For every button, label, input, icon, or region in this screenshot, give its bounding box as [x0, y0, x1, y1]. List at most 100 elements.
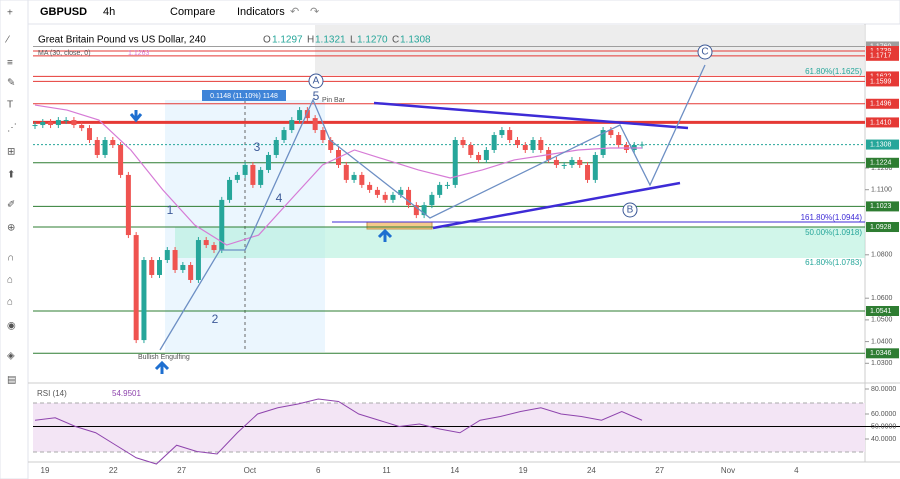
wave-label: A: [313, 76, 320, 87]
candle: [507, 130, 513, 141]
candle: [149, 260, 155, 275]
candle: [297, 110, 303, 121]
cursor-tool[interactable]: +: [7, 8, 13, 19]
pattern-tool[interactable]: ⋰: [7, 123, 17, 134]
symbol[interactable]: GBPUSD: [40, 6, 87, 18]
rsi-legend: RSI (14): [37, 389, 67, 398]
price-label: 1.1599: [870, 78, 892, 85]
lock-all-tool[interactable]: ⌂: [7, 297, 13, 308]
demand-box: [366, 221, 433, 230]
candle: [250, 164, 256, 185]
price-label-box: [866, 222, 899, 233]
y-tick-label: 1.0300: [871, 360, 893, 367]
fib-label: 50.00%(1.0918): [805, 228, 862, 237]
candle: [491, 135, 497, 150]
candle: [258, 169, 264, 185]
candle: [312, 118, 318, 131]
candle: [390, 194, 396, 200]
candle: [86, 128, 92, 141]
price-label-box: [866, 157, 899, 168]
candle: [289, 120, 295, 131]
candle: [63, 120, 69, 122]
wave-label: 4: [276, 191, 283, 205]
candle: [374, 189, 380, 195]
candle: [530, 140, 536, 150]
rsi-tick-label: 50.0000: [871, 423, 896, 430]
magnet-tool[interactable]: ∩: [7, 253, 14, 264]
ohlc-label: H: [307, 35, 314, 46]
rsi-band: [33, 403, 865, 452]
candle: [227, 179, 233, 200]
rsi-tick-label: 80.0000: [871, 386, 896, 393]
ma-value: 1.1263: [128, 50, 150, 57]
price-label-box: [866, 201, 899, 212]
wave-label: 1: [167, 203, 174, 217]
price-label-box: [866, 50, 899, 61]
candle: [79, 125, 85, 129]
candle: [265, 154, 271, 170]
date-label: 6: [316, 466, 321, 475]
candle: [40, 121, 46, 126]
wave-a-circle: [308, 73, 324, 89]
price-label: 1.1496: [870, 101, 892, 108]
candle: [125, 174, 131, 236]
wave-label: 2: [212, 312, 219, 326]
price-label: 1.1023: [870, 203, 892, 210]
target-zone: [315, 25, 865, 75]
down-arrow: [129, 110, 143, 123]
candle: [71, 120, 77, 126]
date-label: 27: [655, 466, 664, 475]
visibility-tool[interactable]: ◉: [7, 321, 16, 332]
prediction-tool[interactable]: ⊞: [7, 147, 15, 158]
candle: [468, 144, 474, 155]
compare-button[interactable]: Compare: [170, 6, 215, 18]
redo[interactable]: ↷: [310, 6, 319, 18]
measure-badge: [202, 90, 286, 101]
interval[interactable]: 4h: [103, 6, 115, 18]
wave-label: B: [627, 205, 634, 216]
triangle-lower-line: [432, 181, 681, 230]
candle: [110, 140, 116, 145]
candle: [608, 130, 614, 136]
undo[interactable]: ↶: [290, 6, 299, 18]
candle: [538, 140, 544, 150]
candle: [141, 260, 147, 341]
indicators-button[interactable]: Indicators: [237, 6, 285, 18]
measure-tool[interactable]: ✐: [7, 200, 15, 211]
rsi-tick-label: 60.0000: [871, 411, 896, 418]
zoom-tool[interactable]: ⊕: [7, 223, 15, 234]
ma-legend: MA (30, close, 0): [38, 50, 91, 57]
price-label: 1.1308: [870, 141, 892, 148]
fib-label: 61.80%(1.1625): [805, 67, 862, 76]
y-tick-label: 1.0800: [871, 252, 893, 259]
price-label: 1.1717: [870, 53, 892, 60]
layers-tool[interactable]: ◈: [7, 351, 15, 362]
wave-c-circle: [697, 44, 713, 60]
fib-tool[interactable]: ≡: [7, 58, 13, 69]
ohlc-label: C: [392, 35, 399, 46]
shapes-tool[interactable]: ⬆: [7, 170, 15, 181]
candle: [483, 149, 489, 160]
candle: [211, 245, 217, 251]
wave-label: 3: [254, 140, 261, 154]
candle: [118, 144, 124, 175]
ma-line: [34, 104, 642, 246]
price-label: 1.1410: [870, 119, 892, 126]
fib-zone: [175, 227, 865, 258]
trendline-tool[interactable]: ⁄: [4, 35, 10, 46]
rsi-value: 54.9501: [112, 389, 141, 398]
candle: [48, 121, 54, 126]
rsi-tick-label: 40.0000: [871, 436, 896, 443]
candle: [569, 159, 575, 165]
candle: [522, 144, 528, 150]
date-label: 22: [109, 466, 118, 475]
text-tool[interactable]: T: [7, 100, 13, 111]
date-label: 14: [450, 466, 459, 475]
lock-tool[interactable]: ⌂: [7, 275, 13, 286]
brush-tool[interactable]: ✎: [7, 78, 15, 89]
price-label: 1.0541: [870, 308, 892, 315]
candle: [367, 184, 373, 190]
candle: [413, 205, 419, 216]
trash-tool[interactable]: ▤: [7, 375, 16, 386]
